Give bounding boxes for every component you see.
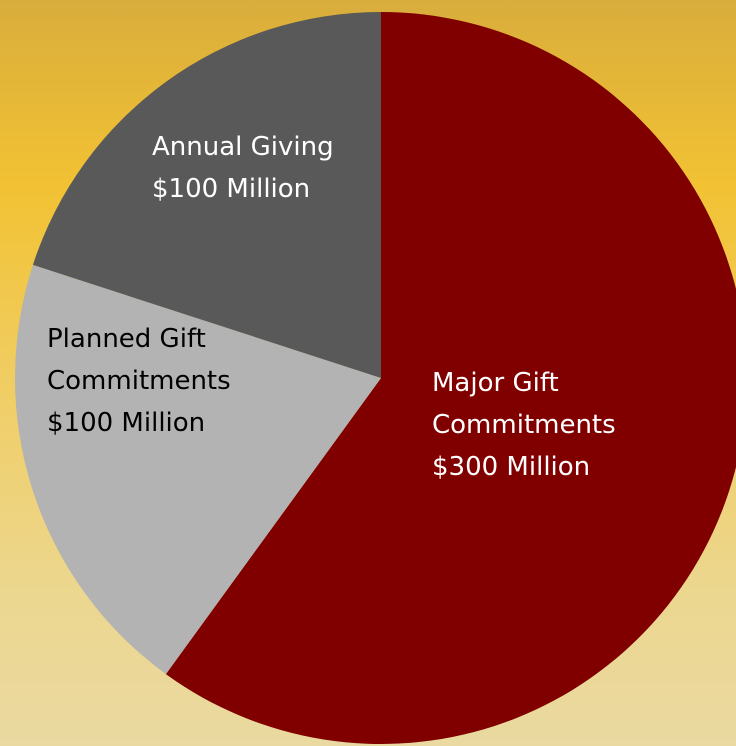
pie-slices (14, 12, 736, 744)
pie-slice-label-line: Commitments (47, 366, 231, 396)
pie-slice-2 (32, 12, 381, 378)
pie-slice-1 (14, 264, 381, 675)
pie-labels: Major Gift Commitments $300 Million Planned… (47, 132, 616, 482)
pie-slice-label-line: Planned Gift (47, 324, 206, 354)
pie-slice-label-line: Commitments (432, 410, 616, 440)
pie-slice-label-line: Major Gift (432, 368, 559, 398)
pie-slice-label-1: Planned Gift Commitments $100 Million (47, 324, 231, 438)
pie-slice-label-0: Major Gift Commitments $300 Million (432, 368, 616, 482)
pie-slice-label-2: Annual Giving $100 Million (152, 132, 334, 204)
pie-slice-0 (165, 12, 736, 744)
pie-slice-label-line: $300 Million (432, 452, 590, 482)
pie-slice-label-line: $100 Million (47, 408, 205, 438)
pie-slice-label-line: Annual Giving (152, 132, 334, 162)
pie-slice-label-line: $100 Million (152, 174, 310, 204)
